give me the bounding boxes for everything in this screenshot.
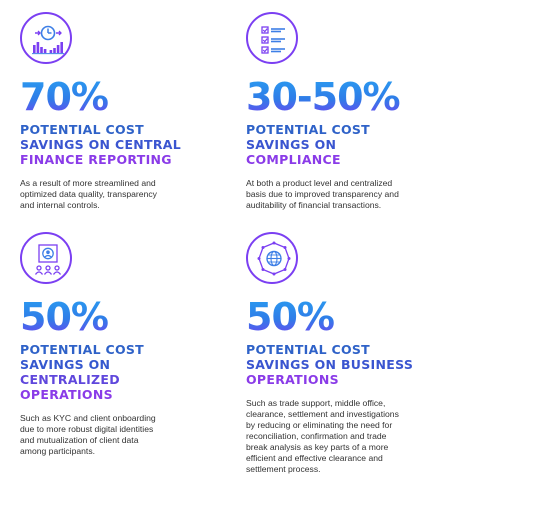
description-line: optimized data quality, transparency <box>20 189 157 199</box>
stat-card-finance-reporting: 70% POTENTIAL COST SAVINGS ON CENTRAL FI… <box>20 12 260 211</box>
stat-description: Such as KYC and client onboarding due to… <box>20 413 260 457</box>
stat-heading: POTENTIAL COST SAVINGS ON CENTRALIZED OP… <box>20 342 260 402</box>
description-line: auditability of financial transactions. <box>246 200 382 210</box>
stat-value: 50% <box>246 298 486 336</box>
stat-value: 70% <box>20 78 260 116</box>
stat-card-centralized-operations: 50% POTENTIAL COST SAVINGS ON CENTRALIZE… <box>20 232 260 457</box>
checklist-icon <box>246 12 298 64</box>
description-line: Such as KYC and client onboarding <box>20 413 156 423</box>
stat-heading: POTENTIAL COST SAVINGS ON BUSINESS OPERA… <box>246 342 486 387</box>
stat-card-compliance: 30-50% POTENTIAL COST SAVINGS ON COMPLIA… <box>246 12 486 211</box>
description-line: clearance, settlement and investigations <box>246 409 399 419</box>
description-line: Such as trade support, middle office, <box>246 398 386 408</box>
stat-heading-line: SAVINGS ON <box>20 357 111 372</box>
stat-heading-line: CENTRALIZED <box>20 372 120 387</box>
clock-bar-chart-icon <box>20 12 72 64</box>
stat-value: 30-50% <box>246 78 486 116</box>
stat-heading-line: POTENTIAL COST <box>20 342 145 357</box>
description-line: efficient and effective clearance and <box>246 453 383 463</box>
description-line: settlement process. <box>246 464 321 474</box>
stat-heading: POTENTIAL COST SAVINGS ON COMPLIANCE <box>246 122 486 167</box>
stat-description: As a result of more streamlined and opti… <box>20 178 260 211</box>
description-line: basis due to improved transparency and <box>246 189 399 199</box>
stat-heading-line: OPERATIONS <box>246 372 339 387</box>
user-group-icon <box>20 232 72 284</box>
description-line: At both a product level and centralized <box>246 178 393 188</box>
description-line: due to more robust digital identities <box>20 424 154 434</box>
stat-card-business-operations: 50% POTENTIAL COST SAVINGS ON BUSINESS O… <box>246 232 486 475</box>
globe-network-icon <box>246 232 298 284</box>
description-line: reconciliation, confirmation and trade <box>246 431 387 441</box>
stat-heading-line: SAVINGS ON CENTRAL <box>20 137 182 152</box>
stat-value: 50% <box>20 298 260 336</box>
stat-heading-line: POTENTIAL COST <box>20 122 145 137</box>
stat-heading-line: SAVINGS ON BUSINESS <box>246 357 414 372</box>
stat-description: At both a product level and centralized … <box>246 178 486 211</box>
description-line: break analysis as key parts of a more <box>246 442 389 452</box>
description-line: by reducing or eliminating the need for <box>246 420 393 430</box>
description-line: and internal controls. <box>20 200 100 210</box>
stat-heading-line: POTENTIAL COST <box>246 122 371 137</box>
stat-heading-line: POTENTIAL COST <box>246 342 371 357</box>
stat-heading-line: FINANCE REPORTING <box>20 152 172 167</box>
stat-heading-line: SAVINGS ON <box>246 137 337 152</box>
stat-heading-line: COMPLIANCE <box>246 152 341 167</box>
stat-heading-line: OPERATIONS <box>20 387 113 402</box>
stat-heading: POTENTIAL COST SAVINGS ON CENTRAL FINANC… <box>20 122 260 167</box>
description-line: As a result of more streamlined and <box>20 178 156 188</box>
description-line: and mutualization of client data <box>20 435 139 445</box>
stat-description: Such as trade support, middle office, cl… <box>246 398 486 475</box>
description-line: among participants. <box>20 446 95 456</box>
